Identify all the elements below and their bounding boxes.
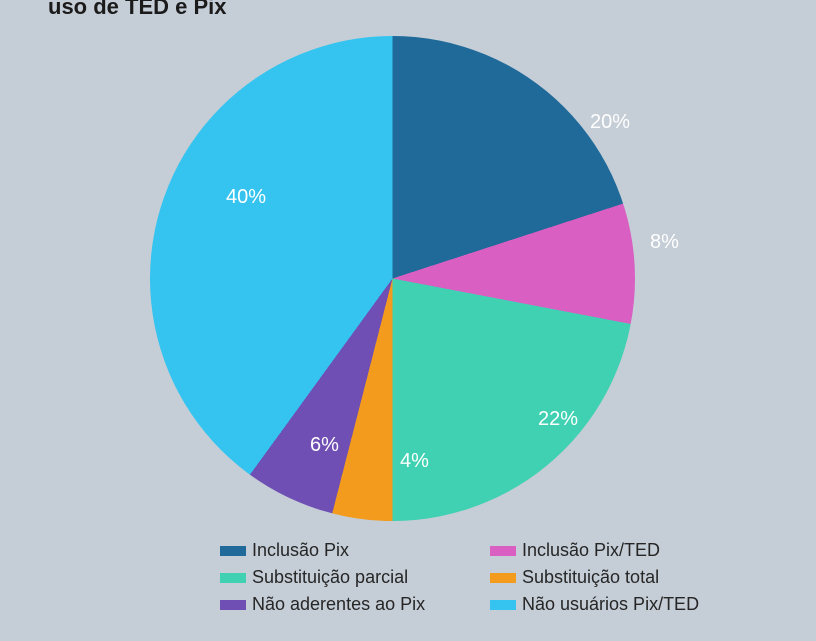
legend-label: Substituição parcial [252,567,408,588]
legend-item-nao-aderentes-pix: Não aderentes ao Pix [220,594,470,615]
legend-swatch-icon [220,573,246,583]
slice-label-nao-aderentes-pix: 6% [310,434,339,457]
slice-label-substituicao-parcial: 22% [538,408,578,431]
legend-label: Inclusão Pix/TED [522,540,660,561]
legend-item-substituicao-total: Substituição total [490,567,740,588]
legend-item-substituicao-parcial: Substituição parcial [220,567,470,588]
legend-item-inclusao-pix-ted: Inclusão Pix/TED [490,540,740,561]
legend-item-nao-usuarios-pix-ted: Não usuários Pix/TED [490,594,740,615]
legend-label: Não usuários Pix/TED [522,594,699,615]
legend-label: Não aderentes ao Pix [252,594,425,615]
slice-label-substituicao-total: 4% [400,450,429,473]
chart-title: uso de TED e Pix [48,0,227,20]
pie-graphic [150,36,635,521]
legend-swatch-icon [490,546,516,556]
legend-label: Inclusão Pix [252,540,349,561]
slice-label-inclusao-pix-ted: 8% [650,231,679,254]
legend-swatch-icon [220,546,246,556]
slice-label-nao-usuarios-pix-ted: 40% [226,186,266,209]
legend-swatch-icon [490,573,516,583]
legend-swatch-icon [490,600,516,610]
legend-label: Substituição total [522,567,659,588]
legend-swatch-icon [220,600,246,610]
pie-chart: 20% 8% 22% 4% 6% 40% [150,36,635,521]
legend: Inclusão Pix Inclusão Pix/TED Substituiç… [220,540,740,615]
legend-item-inclusao-pix: Inclusão Pix [220,540,470,561]
slice-label-inclusao-pix: 20% [590,111,630,134]
